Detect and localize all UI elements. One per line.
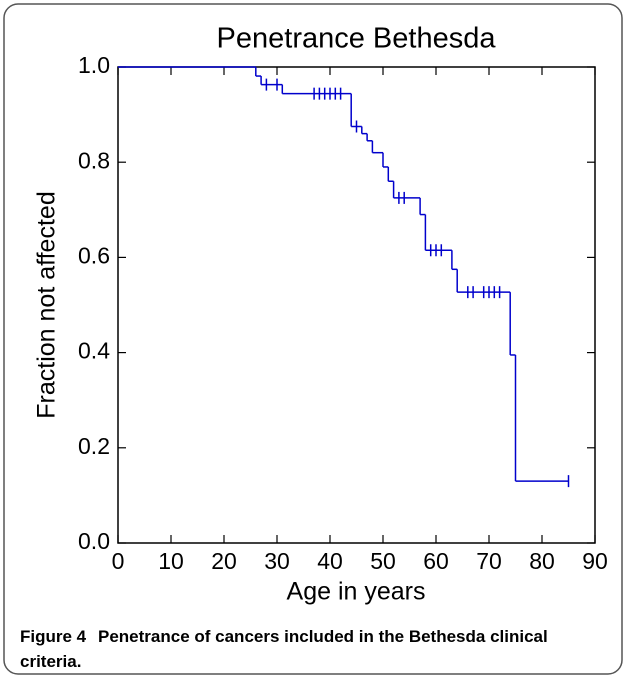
chart-title: Penetrance Bethesda xyxy=(217,23,497,55)
y-tick-label: 0.0 xyxy=(78,528,110,554)
x-axis-label: Age in years xyxy=(287,578,426,606)
caption-label: Figure 4 xyxy=(20,627,87,646)
x-tick-label: 70 xyxy=(476,548,502,574)
plot-frame xyxy=(117,66,596,544)
x-tick-label: 30 xyxy=(264,548,290,574)
y-axis-label: Fraction not affected xyxy=(33,191,61,418)
x-tick-label: 80 xyxy=(529,548,555,574)
x-tick-label: 90 xyxy=(582,548,608,574)
x-tick-label: 10 xyxy=(158,548,184,574)
x-tick-label: 20 xyxy=(211,548,237,574)
x-tick-label: 60 xyxy=(423,548,449,574)
caption-text: Penetrance of cancers included in the Be… xyxy=(20,627,548,671)
x-tick-label: 0 xyxy=(112,548,125,574)
y-tick-label: 0.2 xyxy=(78,433,110,459)
x-tick-label: 40 xyxy=(317,548,343,574)
y-tick-label: 0.6 xyxy=(78,242,110,268)
x-tick-label: 50 xyxy=(370,548,396,574)
y-tick-label: 1.0 xyxy=(78,52,110,78)
y-tick-label: 0.4 xyxy=(78,338,110,364)
figure-border xyxy=(3,3,623,675)
y-tick-label: 0.8 xyxy=(78,147,110,173)
